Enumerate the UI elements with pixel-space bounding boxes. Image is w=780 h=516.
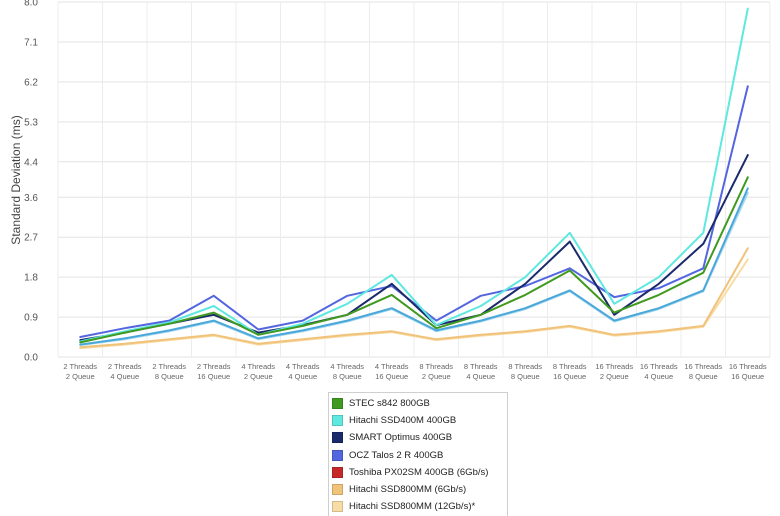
- x-tick-label-line: 8 Queue: [155, 372, 184, 381]
- legend-item[interactable]: Hitachi SSD800MM (12Gb/s)*: [332, 498, 507, 515]
- x-tick-label-line: 2 Threads: [152, 362, 186, 371]
- legend-swatch: [332, 415, 343, 427]
- legend-label: Hitachi SSD800MM (12Gb/s)*: [349, 501, 476, 513]
- x-tick-label-line: 2 Queue: [244, 372, 273, 381]
- series-line-0: [79, 176, 749, 344]
- x-tick-label-line: 16 Queue: [197, 372, 230, 381]
- x-tick-label-line: 16 Threads: [595, 362, 633, 371]
- legend-label: STEC s842 800GB: [349, 398, 430, 410]
- legend-swatch: [332, 449, 343, 461]
- y-tick-label: 6.2: [24, 77, 38, 88]
- x-tick-label-line: 8 Queue: [689, 372, 718, 381]
- legend-item[interactable]: OCZ Talos 2 R 400GB: [332, 447, 507, 464]
- x-tick-label-line: 16 Threads: [684, 362, 722, 371]
- x-tick-label-line: 4 Queue: [466, 372, 495, 381]
- series-lines: [79, 7, 749, 350]
- x-tick-label-line: 2 Queue: [600, 372, 629, 381]
- y-tick-label: 0.0: [24, 353, 38, 364]
- x-tick-label-line: 8 Threads: [419, 362, 453, 371]
- x-tick-label-line: 8 Queue: [511, 372, 540, 381]
- x-tick-label-line: 2 Queue: [422, 372, 451, 381]
- legend-swatch: [332, 466, 343, 478]
- legend-item[interactable]: SMART Optimus 400GB: [332, 429, 507, 446]
- x-tick-label-line: 4 Queue: [110, 372, 139, 381]
- legend-swatch: [332, 432, 343, 444]
- x-tick-label-line: 16 Queue: [731, 372, 764, 381]
- chart-grid: [57, 1, 771, 358]
- legend-item[interactable]: Toshiba PX02SM 400GB (6Gb/s): [332, 464, 507, 481]
- legend-label: Toshiba PX02SM 400GB (6Gb/s): [349, 466, 489, 478]
- series-line-1: [79, 7, 749, 343]
- legend-swatch: [332, 398, 343, 410]
- legend-swatch: [332, 501, 343, 513]
- x-tick-label-line: 4 Threads: [375, 362, 409, 371]
- x-tick-label-line: 2 Threads: [108, 362, 142, 371]
- y-tick-label: 8.0: [24, 0, 38, 9]
- series-line-2: [79, 154, 749, 342]
- chart-legend: STEC s842 800GB Hitachi SSD400M 400GB SMAR…: [328, 392, 508, 516]
- x-tick-label-line: 4 Threads: [241, 362, 275, 371]
- line-chart: 0.0 0.9 1.8 2.7 3.6 4.4 5.3 6.2 7.1 8.0 2 Threads…: [9, 0, 771, 381]
- x-tick-label-line: 16 Queue: [553, 372, 586, 381]
- legend-item[interactable]: Hitachi SSD400M 400GB: [332, 412, 507, 429]
- y-tick-label: 0.9: [24, 313, 38, 324]
- series-line-5: [79, 247, 749, 349]
- y-tick-label: 1.8: [24, 273, 38, 284]
- y-tick-label: 7.1: [24, 37, 38, 48]
- y-tick-label: 5.3: [24, 117, 38, 128]
- x-tick-label-line: 8 Threads: [464, 362, 498, 371]
- legend-label: Hitachi SSD400M 400GB: [349, 415, 457, 427]
- x-tick-label-line: 16 Threads: [729, 362, 767, 371]
- legend-swatch: [332, 484, 343, 496]
- x-tick-label-line: 4 Threads: [286, 362, 320, 371]
- legend-item[interactable]: STEC s842 800GB: [332, 395, 507, 412]
- y-axis: 0.0 0.9 1.8 2.7 3.6 4.4 5.3 6.2 7.1 8.0: [24, 0, 38, 364]
- y-tick-label: 2.7: [24, 233, 38, 244]
- x-tick-label-line: 8 Queue: [333, 372, 362, 381]
- series-line-7: [79, 187, 749, 346]
- x-tick-label-line: 8 Threads: [508, 362, 542, 371]
- x-tick-label-line: 4 Queue: [644, 372, 673, 381]
- legend-item[interactable]: Hitachi SSD800MM (6Gb/s): [332, 481, 507, 498]
- x-tick-label-line: 2 Threads: [63, 362, 97, 371]
- x-tick-label-line: 2 Queue: [66, 372, 95, 381]
- x-tick-label-line: 16 Threads: [640, 362, 678, 371]
- legend-label: OCZ Talos 2 R 400GB: [349, 449, 444, 461]
- x-tick-label-line: 2 Threads: [197, 362, 231, 371]
- y-tick-label: 4.4: [24, 157, 38, 168]
- x-tick-label-line: 4 Queue: [288, 372, 317, 381]
- legend-label: SMART Optimus 400GB: [349, 432, 453, 444]
- x-tick-label-line: 16 Queue: [375, 372, 408, 381]
- y-axis-label: Standard Deviation (ms): [9, 115, 23, 244]
- x-tick-label-line: 8 Threads: [553, 362, 587, 371]
- legend-label: Hitachi SSD800MM (6Gb/s): [349, 484, 467, 496]
- y-tick-label: 3.6: [24, 193, 38, 204]
- x-tick-label-line: 4 Threads: [330, 362, 364, 371]
